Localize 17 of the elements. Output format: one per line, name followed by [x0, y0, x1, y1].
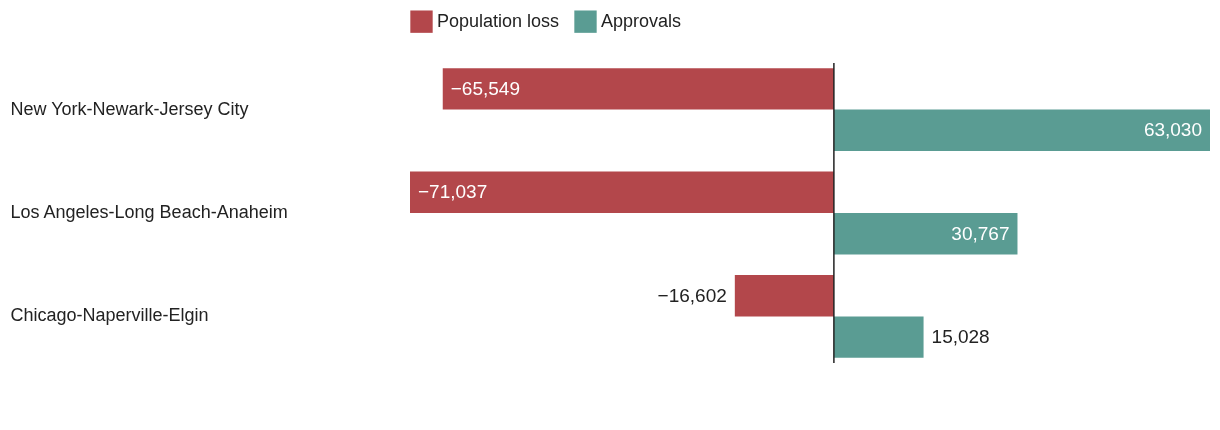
y-tick-label: Los Angeles-Long Beach-Anaheim — [10, 202, 288, 222]
data-label: −16,602 — [657, 284, 727, 306]
legend-label: Population loss — [437, 10, 560, 31]
data-label: −71,037 — [418, 181, 488, 203]
legend-label: Approvals — [601, 10, 682, 31]
bar — [833, 213, 1018, 255]
bar — [734, 275, 834, 317]
data-label: 30,767 — [951, 222, 1010, 244]
data-label: 15,028 — [931, 326, 990, 348]
bar — [442, 68, 834, 110]
y-tick-label: New York-Newark-Jersey City — [10, 98, 249, 119]
bar — [833, 109, 1210, 151]
data-label: −65,549 — [450, 77, 520, 99]
bar — [410, 171, 834, 213]
data-label: 63,030 — [1143, 119, 1202, 141]
y-tick-label: Chicago-Naperville-Elgin — [10, 305, 209, 326]
bar — [833, 316, 924, 358]
